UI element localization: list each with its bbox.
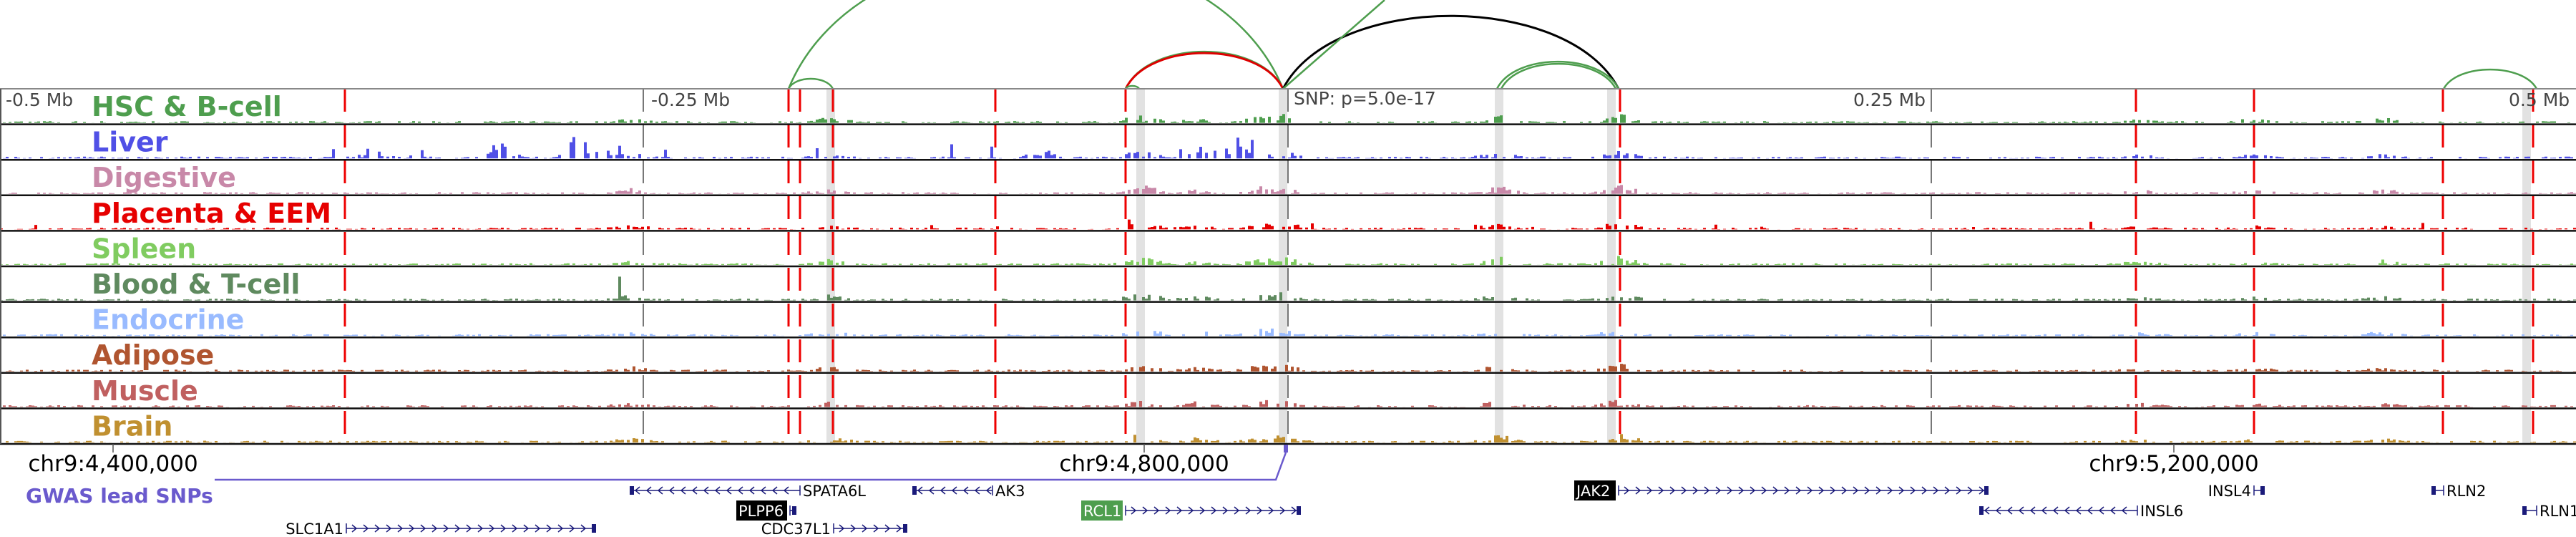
track-label: Blood & T-cell: [92, 268, 300, 300]
gwas-track: GWAS lead SNPs: [26, 445, 1288, 508]
gene-insl6[interactable]: INSL6: [1979, 503, 2183, 520]
interaction-arc[interactable]: [787, 77, 834, 90]
signal-7: [0, 364, 2576, 372]
interaction-arc[interactable]: [1124, 52, 1284, 90]
gwas-connector-line: [215, 452, 1287, 481]
interaction-arc[interactable]: [787, 0, 1284, 90]
gene-label: RLN1: [2540, 503, 2576, 520]
track-label: Endocrine: [92, 304, 244, 336]
interaction-arc[interactable]: [1500, 62, 1617, 90]
gwas-snp-marker[interactable]: [1284, 445, 1288, 453]
axis-label-5200000: chr9:5,200,000: [2089, 451, 2258, 477]
gene-insl4[interactable]: INSL4: [2208, 483, 2265, 500]
gene-label: JAK2: [1575, 483, 1610, 500]
gene-label: INSL4: [2208, 483, 2251, 500]
gene-label: SPATA6L: [803, 483, 866, 500]
interaction-arc[interactable]: [1282, 0, 1385, 90]
signal-8: [3, 400, 2573, 407]
interaction-arc[interactable]: [1496, 60, 1620, 90]
track-borders: [0, 88, 2576, 445]
gene-label: AK3: [995, 483, 1025, 500]
gene-cdc37l1[interactable]: CDC37L1: [761, 521, 907, 537]
gene-label-highlight: [736, 500, 787, 521]
gene-label-highlight: [1574, 480, 1616, 500]
gene-label: INSL6: [2140, 503, 2183, 520]
gene-label: SLC1A1: [286, 521, 343, 537]
signal-9: [6, 434, 2576, 442]
coordinate-axis: chr9:4,400,000 chr9:4,800,000 chr9:5,200…: [28, 444, 2259, 477]
interaction-arc[interactable]: [2442, 68, 2538, 90]
signal-3: [0, 219, 2576, 230]
gene-label: CDC37L1: [761, 521, 831, 537]
gene-track: SPATA6L AK3 JAK2 INSL4 RLN2 PLPP6 RCL1 INSL6 RLN…: [286, 480, 2576, 537]
gene-label: RLN2: [2446, 483, 2486, 500]
axis-label-4400000: chr9:4,400,000: [28, 451, 197, 477]
track-label: Placenta & EEM: [92, 198, 331, 229]
offset-label-minus-0.5mb: -0.5 Mb: [6, 90, 73, 110]
marker-lines: [343, 89, 2534, 444]
signal-tracks: [0, 114, 2576, 442]
interaction-arc[interactable]: [1124, 84, 1141, 90]
offset-label-0.25mb: 0.25 Mb: [1853, 90, 1926, 110]
track-label: Spleen: [92, 233, 196, 264]
offset-label-minus-0.25mb: -0.25 Mb: [651, 90, 730, 110]
track-label: Adipose: [92, 339, 214, 371]
interaction-arc[interactable]: [1124, 50, 1284, 90]
gene-rcl1[interactable]: RCL1: [1081, 500, 1301, 521]
signal-4: [0, 256, 2576, 265]
interaction-arcs: [787, 0, 2538, 90]
gene-rln1[interactable]: RLN1: [2522, 503, 2576, 520]
gene-spata6l[interactable]: SPATA6L: [630, 483, 866, 500]
track-label: HSC & B-cell: [92, 91, 282, 122]
signal-6: [3, 328, 2573, 337]
track-label: Digestive: [92, 162, 236, 193]
gene-label-highlight: [1081, 500, 1123, 521]
interaction-arc[interactable]: [1282, 14, 1620, 90]
gene-jak2[interactable]: JAK2: [1574, 480, 1989, 500]
gene-rln2[interactable]: RLN2: [2431, 483, 2486, 500]
track-label: Liver: [92, 127, 168, 158]
gene-label: PLPP6: [738, 503, 784, 520]
gene-label: RCL1: [1083, 503, 1121, 520]
track-label: Muscle: [92, 375, 198, 407]
offset-label-0.5mb: 0.5 Mb: [2509, 90, 2570, 110]
gene-plpp6[interactable]: PLPP6: [736, 500, 796, 521]
snp-pvalue-label: SNP: p=5.0e-17: [1294, 88, 1436, 109]
gwas-track-label: GWAS lead SNPs: [26, 484, 213, 508]
gene-slc1a1[interactable]: SLC1A1: [286, 521, 596, 537]
track-label: Brain: [92, 410, 172, 442]
signal-2: [6, 185, 2576, 194]
axis-label-4800000: chr9:4,800,000: [1059, 451, 1229, 477]
gene-ak3[interactable]: AK3: [912, 483, 1025, 500]
